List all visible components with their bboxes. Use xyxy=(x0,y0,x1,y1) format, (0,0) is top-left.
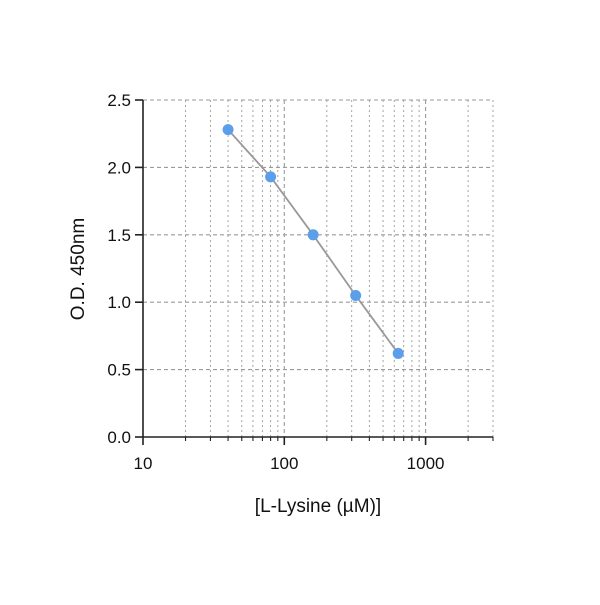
data-point xyxy=(265,171,277,183)
grid-layer xyxy=(143,99,494,437)
x-tick-label: 100 xyxy=(270,454,298,473)
data-point xyxy=(350,289,362,301)
label-layer: [L-Lysine (µM)] O.D. 450nm xyxy=(68,218,381,517)
y-tick-label: 2.0 xyxy=(107,158,131,177)
axis-layer: 0.0 0.5 1.0 1.5 2.0 2.5 10 100 1000 xyxy=(107,91,494,473)
x-tick-label: 10 xyxy=(134,454,153,473)
x-axis-label: [L-Lysine (µM)] xyxy=(255,496,381,517)
x-tick-label: 1000 xyxy=(407,454,445,473)
data-point xyxy=(392,347,404,359)
data-point xyxy=(307,229,319,241)
series-line xyxy=(227,129,399,354)
y-tick-label: 0.0 xyxy=(107,428,131,447)
y-axis-label: O.D. 450nm xyxy=(68,218,89,320)
y-tick-label: 2.5 xyxy=(107,91,131,110)
series-layer xyxy=(222,124,404,359)
y-tick-label: 1.5 xyxy=(107,226,131,245)
data-point xyxy=(222,124,234,136)
y-tick-label: 1.0 xyxy=(107,293,131,312)
y-tick-label: 0.5 xyxy=(107,361,131,380)
